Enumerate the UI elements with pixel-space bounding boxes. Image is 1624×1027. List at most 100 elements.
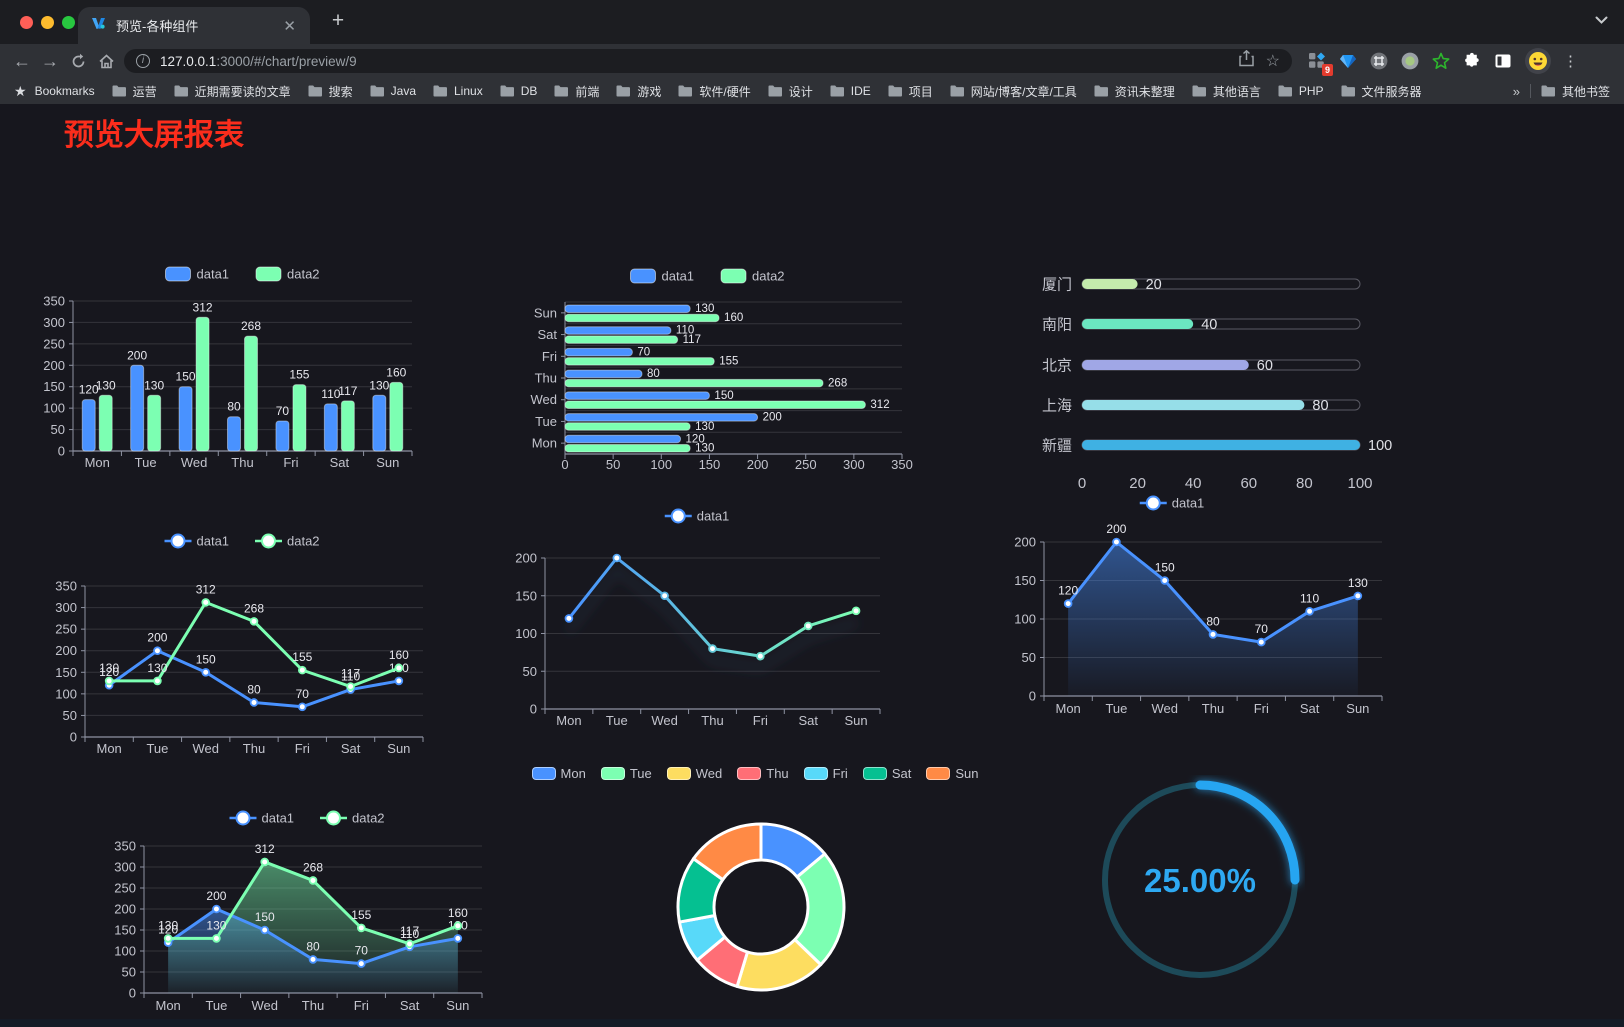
svg-text:117: 117 [338, 384, 357, 398]
bookmarks-label-item[interactable]: Bookmarks [35, 84, 95, 98]
svg-text:Sun: Sun [1346, 701, 1369, 716]
svg-text:300: 300 [843, 457, 865, 472]
back-icon[interactable]: ← [13, 50, 31, 71]
bookmark-folder[interactable]: 近期需要读的文章 [174, 83, 291, 100]
svg-text:200: 200 [206, 889, 226, 903]
legend-item[interactable]: data1 [630, 268, 695, 284]
forward-icon[interactable]: → [41, 50, 59, 71]
site-info-icon[interactable]: i [136, 54, 150, 68]
svg-text:250: 250 [114, 881, 136, 896]
legend-item[interactable]: Sun [926, 766, 978, 781]
svg-text:312: 312 [196, 582, 216, 596]
chart-bar-grouped[interactable]: data1 data2 0 50 100 150 200 250 300 350 Mon Tue Wed… [40, 252, 460, 480]
profile-avatar[interactable] [1525, 48, 1551, 74]
bookmark-folder[interactable]: 其他语言 [1192, 83, 1261, 100]
bookmarks-star-icon[interactable]: ★ [14, 82, 27, 99]
extensions-row: 9 [1308, 48, 1551, 76]
legend-item[interactable]: data1 [664, 508, 730, 524]
svg-text:268: 268 [244, 601, 264, 615]
legend-item[interactable]: Fri [803, 766, 848, 781]
browser-tab[interactable]: 预览-各种组件 ✕ [78, 7, 310, 44]
svg-text:data2: data2 [287, 267, 320, 282]
data-point [249, 617, 259, 626]
tab-search-chevron-icon[interactable] [1595, 12, 1608, 28]
legend-item[interactable]: Tue [600, 766, 652, 781]
home-icon[interactable] [92, 51, 120, 72]
tab-close-icon[interactable]: ✕ [283, 17, 296, 35]
bookmark-folder[interactable]: Java [370, 84, 416, 98]
legend-item[interactable]: data1 [164, 533, 230, 549]
legend-item[interactable]: Thu [737, 766, 789, 781]
chart-line-two[interactable]: data1 data2 0 50 100 150 200 250 300 350 Mon Tue Wed… [40, 529, 460, 767]
extension-record-icon[interactable] [1401, 52, 1419, 70]
bookmark-folder[interactable]: 网站/博客/文章/工具 [950, 83, 1077, 100]
svg-text:200: 200 [127, 348, 147, 362]
window-close-button[interactable] [20, 16, 33, 29]
chart-city-progress[interactable]: 厦门 20 南阳 40 北京 60 上海 80 新疆 100 0 20 40 60 80 100 [1000, 264, 1400, 499]
window-minimize-button[interactable] [41, 16, 54, 29]
new-tab-button[interactable]: + [331, 9, 345, 32]
chart-area-single[interactable]: data1 0 50 100 150 200 Mon Tue Wed Thu Fri Sat Sun 12… [978, 494, 1404, 728]
legend-item[interactable]: data2 [255, 266, 320, 282]
bookmark-folder[interactable]: 搜索 [308, 83, 353, 100]
data-point [1305, 607, 1314, 616]
area-fill [168, 861, 458, 993]
legend-item[interactable]: data2 [720, 268, 785, 284]
svg-text:80: 80 [647, 368, 660, 380]
svg-text:Mon: Mon [556, 713, 581, 728]
url-text: 127.0.0.1:3000/#/chart/preview/9 [160, 54, 1227, 69]
chart-area-two[interactable]: data1 data2 0 50 100 150 200 250 300 350 Mon Tue Wed… [100, 804, 520, 1024]
bookmark-folder[interactable]: 资讯未整理 [1094, 83, 1175, 100]
legend-item[interactable]: Sat [862, 766, 911, 781]
legend-marker [803, 767, 828, 780]
data-point [564, 614, 574, 623]
other-bookmarks-button[interactable]: 其他书签 [1541, 83, 1610, 100]
share-icon[interactable] [1238, 49, 1254, 72]
extensions-puzzle-icon[interactable] [1463, 52, 1481, 70]
svg-text:110: 110 [676, 325, 694, 337]
data-point [453, 921, 463, 931]
extension-green-star-icon[interactable] [1432, 52, 1450, 70]
browser-menu-icon[interactable]: ⋮ [1563, 53, 1578, 70]
data-point [308, 876, 318, 885]
chart-line-gradient[interactable]: data1 0 50 100 150 200 Mon Tue Wed Thu Fri Sat Sun [500, 506, 920, 738]
legend-item[interactable]: data1 [1139, 495, 1205, 511]
bookmark-folder[interactable]: 项目 [888, 83, 933, 100]
bookmark-folder[interactable]: PHP [1278, 84, 1324, 98]
bookmark-folder[interactable]: 前端 [554, 83, 599, 100]
bookmark-folder[interactable]: 游戏 [616, 83, 661, 100]
legend-item[interactable]: data2 [255, 533, 320, 549]
svg-text:160: 160 [448, 906, 468, 920]
legend-item[interactable]: data2 [320, 810, 385, 826]
svg-text:130: 130 [99, 661, 119, 675]
bookmark-folder[interactable]: Linux [433, 84, 483, 98]
bookmark-folder[interactable]: DB [500, 84, 537, 98]
reload-icon[interactable] [64, 51, 92, 72]
area-fill [1068, 542, 1358, 696]
bookmark-folder[interactable]: 运营 [112, 83, 157, 100]
bookmark-folder[interactable]: 文件服务器 [1341, 83, 1422, 100]
legend-item[interactable]: Wed [666, 766, 722, 781]
svg-text:Sun: Sun [446, 998, 469, 1013]
bookmark-folder[interactable]: 设计 [768, 83, 813, 100]
bookmarks-overflow-chevron[interactable]: » [1512, 83, 1520, 99]
extension-grid-icon[interactable]: 9 [1308, 52, 1333, 76]
legend-item[interactable]: data1 [229, 810, 295, 826]
bookmark-star-icon[interactable]: ☆ [1265, 53, 1280, 70]
bookmark-folder-label: 网站/博客/文章/工具 [970, 84, 1077, 99]
extension-gem-icon[interactable] [1339, 52, 1357, 70]
address-bar[interactable]: i 127.0.0.1:3000/#/chart/preview/9 ☆ [124, 49, 1292, 73]
bookmark-folder[interactable]: 软件/硬件 [678, 83, 751, 100]
legend-item[interactable]: data1 [165, 266, 230, 282]
bookmark-folder[interactable]: IDE [830, 84, 871, 98]
legend-item[interactable]: Mon [531, 766, 586, 781]
window-zoom-button[interactable] [62, 16, 75, 29]
chart-gauge[interactable]: 25.00% [1095, 775, 1305, 985]
svg-text:北京: 北京 [1042, 358, 1072, 375]
svg-text:120: 120 [158, 923, 178, 937]
extension-command-icon[interactable] [1370, 52, 1388, 70]
svg-text:130: 130 [695, 421, 714, 433]
chart-donut[interactable] [658, 804, 864, 1010]
side-panel-icon[interactable] [1494, 52, 1512, 70]
